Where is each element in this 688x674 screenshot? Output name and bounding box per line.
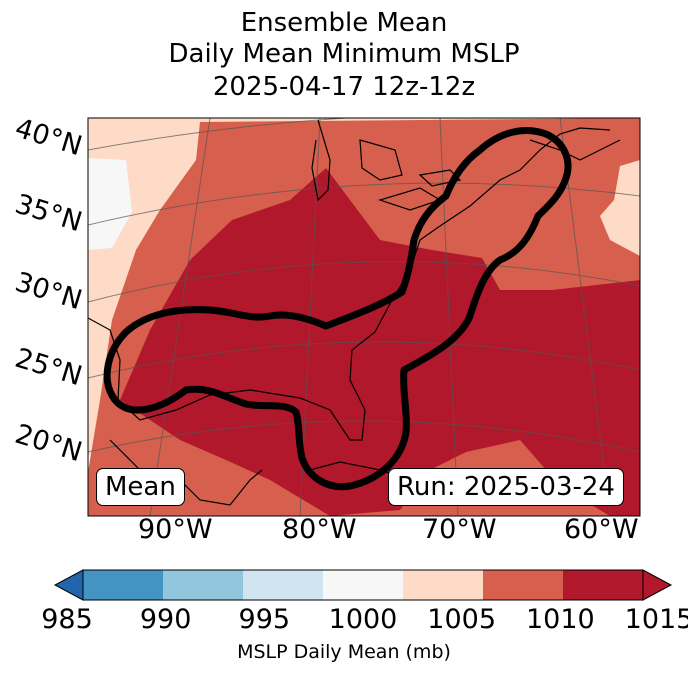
lon-line-60 bbox=[559, 118, 611, 516]
colorbar-tick-label: 995 bbox=[238, 604, 291, 635]
run-date-box: Run: 2025-03-24 bbox=[388, 468, 624, 506]
colorbar-tick-label: 1010 bbox=[525, 604, 595, 635]
coast-us-gulf-atlantic bbox=[88, 127, 611, 441]
lon-label-80: 80°W bbox=[282, 514, 357, 545]
colorbar-tick-label: 990 bbox=[139, 604, 192, 635]
colorbar-segment-2 bbox=[243, 570, 323, 600]
colorbar-tick-label: 985 bbox=[41, 604, 93, 635]
map-frame bbox=[87, 117, 641, 517]
colorbar-tick-label: 1005 bbox=[427, 604, 497, 635]
lon-label-70: 70°W bbox=[422, 514, 497, 545]
mean-label-box: Mean bbox=[96, 468, 185, 506]
colorbar-segment-4 bbox=[403, 570, 483, 600]
coast-lake-michigan bbox=[311, 119, 331, 202]
colorbar-over-arrow bbox=[642, 569, 673, 601]
title-line-1: Ensemble Mean bbox=[240, 8, 448, 38]
title-line-3: 2025-04-17 12z-12z bbox=[212, 72, 476, 102]
colorbar-segment-6 bbox=[563, 570, 643, 600]
coast-lake-ontario bbox=[418, 169, 462, 187]
colorbar-tick-label: 1000 bbox=[328, 604, 398, 635]
lat-line-20 bbox=[88, 420, 640, 453]
lat-line-40 bbox=[88, 118, 640, 151]
colorbar-tick-label: 1015 bbox=[624, 604, 688, 635]
lon-line-70 bbox=[439, 118, 459, 516]
lon-label-90: 90°W bbox=[138, 514, 213, 545]
colorbar-segment-5 bbox=[483, 570, 563, 600]
colorbar-frame bbox=[82, 569, 644, 601]
colorbar-segment-0 bbox=[83, 570, 163, 600]
lat-line-30 bbox=[88, 261, 640, 303]
lon-line-90 bbox=[149, 118, 211, 516]
pressure-contour bbox=[103, 127, 572, 491]
colorbar-under-arrow bbox=[53, 569, 84, 601]
coast-nova-scotia bbox=[529, 139, 621, 161]
graticule bbox=[88, 118, 640, 516]
colorbar-label: MSLP Daily Mean (mb) bbox=[237, 641, 451, 663]
lon-label-60: 60°W bbox=[564, 514, 639, 545]
map-panel bbox=[88, 118, 640, 516]
colorbar-segment-3 bbox=[323, 570, 403, 600]
colorbar bbox=[53, 569, 673, 601]
colorbar-segment-1 bbox=[163, 570, 243, 600]
title-line-2: Daily Mean Minimum MSLP bbox=[168, 39, 520, 69]
coast-lake-huron bbox=[359, 139, 403, 181]
